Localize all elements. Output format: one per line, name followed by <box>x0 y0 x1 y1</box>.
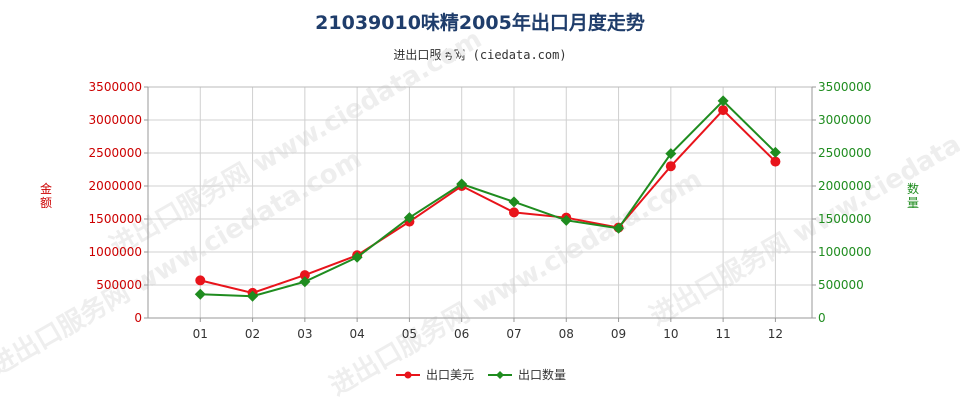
y-right-axis-label: 数量 <box>907 181 919 210</box>
data-point-1 <box>718 105 729 116</box>
legend-marker-2 <box>496 371 504 379</box>
data-point-2 <box>403 212 415 224</box>
watermark-text: 进出口服务网 www.ciedata.com <box>645 94 960 332</box>
y-left-tick-label: 3500000 <box>89 80 142 94</box>
series-line-1 <box>200 108 777 294</box>
y-right-tick-label: 1500000 <box>818 212 871 226</box>
y-left-axis-label: 金额 <box>40 181 52 210</box>
data-point-1 <box>770 156 781 167</box>
data-point-1 <box>665 161 676 172</box>
grid <box>147 86 813 319</box>
data-point-2 <box>613 222 625 234</box>
data-point-2 <box>299 276 311 288</box>
x-tick-label: 09 <box>611 327 626 341</box>
legend-marker-1 <box>404 371 412 379</box>
legend-label-2: 出口数量 <box>518 367 566 382</box>
x-tick-label: 02 <box>245 327 260 341</box>
data-point-1 <box>508 207 519 218</box>
data-point-2 <box>560 214 572 226</box>
y-right-tick-label: 500000 <box>818 278 864 292</box>
watermark-text: 进出口服务网 www.ciedata.com <box>105 24 487 262</box>
data-point-1 <box>195 275 206 286</box>
data-point-2 <box>717 95 729 107</box>
data-point-2 <box>665 148 677 160</box>
data-point-1 <box>299 270 310 281</box>
x-tick-label: 08 <box>559 327 574 341</box>
data-point-2 <box>769 146 781 158</box>
axes: 0 500000 1000000 1500000 2000000 2500000 30000… <box>40 80 919 341</box>
x-tick-label: 11 <box>715 327 730 341</box>
y-right-tick-label: 2000000 <box>818 179 871 193</box>
chart-title: 21039010味精2005年出口月度走势 <box>315 12 645 34</box>
y-left-tick-label: 3000000 <box>89 113 142 127</box>
y-left-tick-label: 1500000 <box>89 212 142 226</box>
x-tick-label: 05 <box>402 327 417 341</box>
y-left-tick-label: 2000000 <box>89 179 142 193</box>
y-left-tick-label: 2500000 <box>89 146 142 160</box>
x-tick-label: 03 <box>297 327 312 341</box>
y-left-tick-label: 500000 <box>96 278 142 292</box>
data-point-2 <box>351 251 363 263</box>
series-line-2 <box>200 99 777 298</box>
legend: 出口美元 出口数量 <box>396 367 566 382</box>
x-tick-label: 12 <box>768 327 783 341</box>
y-left-tick-label: 0 <box>134 311 142 325</box>
data-point-2 <box>508 196 520 208</box>
y-right-tick-label: 1000000 <box>818 245 871 259</box>
y-left-tick-label: 1000000 <box>89 245 142 259</box>
y-right-tick-label: 0 <box>818 311 826 325</box>
x-tick-label: 04 <box>349 327 364 341</box>
x-tick-label: 10 <box>663 327 678 341</box>
x-tick-label: 01 <box>193 327 208 341</box>
watermark-text: 进出口服务网 www.ciedata.com <box>0 144 367 382</box>
data-point-2 <box>247 290 259 302</box>
y-right-tick-label: 3500000 <box>818 80 871 94</box>
y-right-tick-label: 2500000 <box>818 146 871 160</box>
legend-label-1: 出口美元 <box>426 368 474 382</box>
data-point-2 <box>456 178 468 190</box>
x-tick-label: 07 <box>506 327 521 341</box>
chart-subtitle: 进出口服务网 (ciedata.com) <box>393 48 567 62</box>
x-tick-label: 06 <box>454 327 469 341</box>
data-point-2 <box>194 288 206 300</box>
series <box>194 95 781 302</box>
y-right-tick-label: 3000000 <box>818 113 871 127</box>
